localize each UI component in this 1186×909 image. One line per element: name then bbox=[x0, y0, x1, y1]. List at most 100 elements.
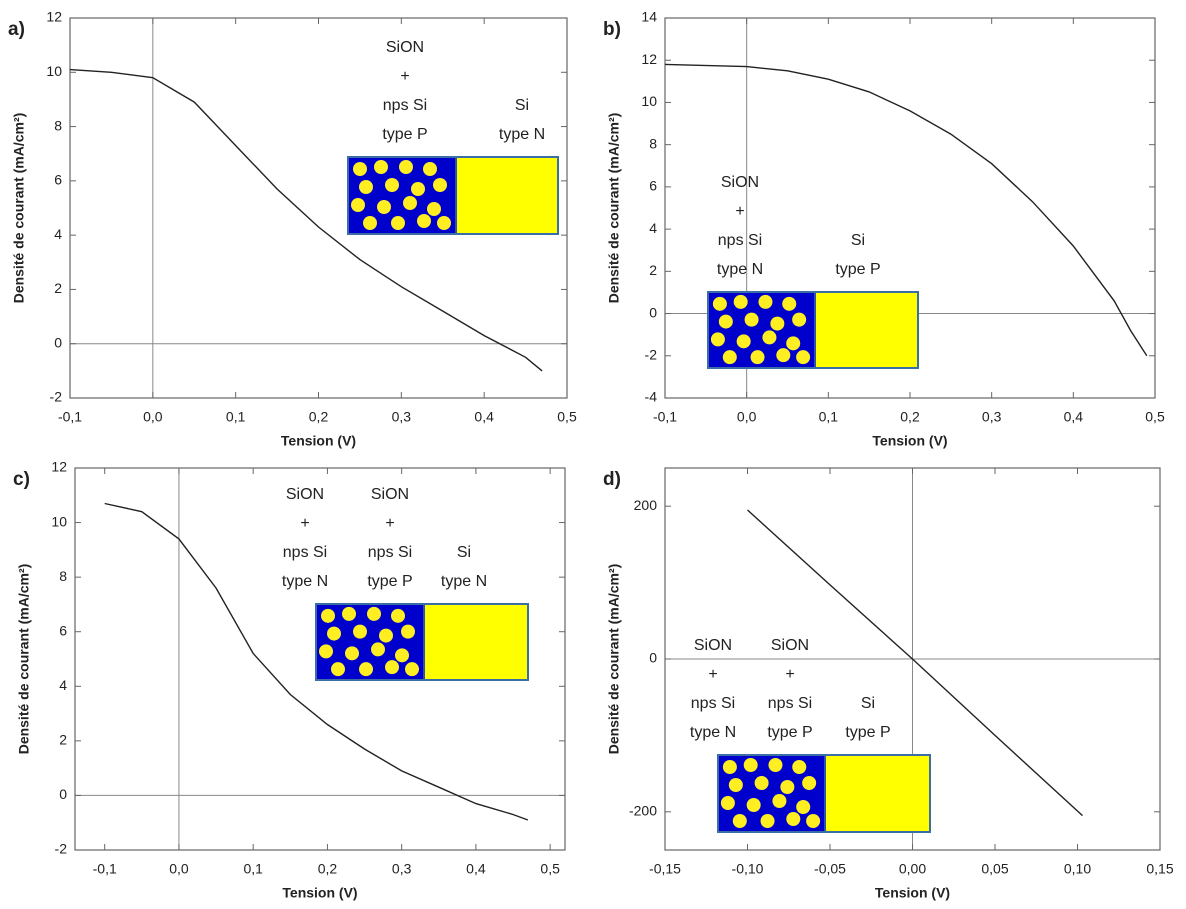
nanoparticle bbox=[385, 660, 399, 675]
x-tick-label: -0,15 bbox=[649, 861, 681, 877]
panel-label: b) bbox=[603, 19, 621, 40]
y-tick-label: 0 bbox=[649, 650, 657, 666]
nanoparticle bbox=[792, 760, 807, 774]
nanoparticle bbox=[732, 814, 747, 828]
inset-label: + bbox=[400, 68, 409, 85]
inset-label: type N bbox=[282, 573, 328, 590]
inset-label: + bbox=[708, 666, 717, 683]
x-tick-label: -0,10 bbox=[732, 861, 764, 877]
x-tick-label: 0,5 bbox=[540, 861, 560, 877]
y-tick-label: 12 bbox=[641, 51, 657, 67]
y-tick-label: 4 bbox=[54, 226, 62, 242]
x-tick-label: 0,10 bbox=[1064, 861, 1091, 877]
inset-label: nps Si bbox=[691, 695, 735, 712]
y-tick-label: 0 bbox=[649, 304, 657, 320]
nanoparticle bbox=[359, 662, 373, 677]
nanoparticle bbox=[786, 812, 801, 826]
y-tick-label: 10 bbox=[46, 63, 62, 79]
inset-label: type P bbox=[767, 724, 812, 741]
nanoparticle bbox=[762, 330, 777, 345]
nanoparticle bbox=[760, 814, 775, 828]
y-tick-label: 10 bbox=[51, 513, 67, 529]
nanoparticle bbox=[433, 178, 447, 192]
nanoparticle bbox=[342, 606, 356, 621]
y-tick-label: -4 bbox=[645, 389, 658, 405]
inset-label: Si bbox=[861, 695, 875, 712]
x-tick-label: 0,3 bbox=[982, 409, 1002, 425]
nanoparticle bbox=[331, 662, 345, 677]
nanoparticle bbox=[792, 312, 807, 327]
nanoparticle bbox=[367, 606, 381, 621]
inset-label: nps Si bbox=[768, 695, 812, 712]
inset-label: Si bbox=[851, 232, 865, 249]
inset-label: SiON bbox=[721, 174, 759, 191]
nanoparticle bbox=[770, 316, 785, 331]
inset-label: + bbox=[385, 515, 394, 532]
x-axis-label: Tension (V) bbox=[282, 885, 357, 901]
nanoparticle bbox=[722, 350, 737, 365]
nanoparticle bbox=[754, 776, 769, 790]
inset-label: SiON bbox=[286, 486, 324, 503]
data-line bbox=[664, 63, 1148, 357]
x-tick-label: -0,1 bbox=[58, 409, 82, 425]
inset-label: type N bbox=[690, 724, 736, 741]
data-line bbox=[69, 68, 543, 372]
nanoparticle bbox=[786, 336, 801, 351]
nanoparticle bbox=[423, 162, 437, 176]
nanoparticle bbox=[796, 800, 811, 814]
y-tick-label: 4 bbox=[649, 220, 657, 236]
nanoparticle bbox=[401, 624, 415, 639]
y-tick-label: 2 bbox=[649, 262, 657, 278]
nanoparticle bbox=[321, 608, 335, 623]
nanoparticle bbox=[391, 216, 405, 230]
nanoparticle bbox=[437, 216, 451, 230]
nanoparticle bbox=[351, 198, 365, 212]
nanoparticle bbox=[377, 200, 391, 214]
x-tick-label: 0,15 bbox=[1146, 861, 1173, 877]
panel-label: a) bbox=[8, 19, 25, 40]
nanoparticle bbox=[744, 312, 759, 327]
x-tick-label: 0,5 bbox=[1145, 409, 1165, 425]
inset-label: type P bbox=[835, 261, 880, 278]
nanoparticle bbox=[417, 214, 431, 228]
x-tick-label: 0,00 bbox=[899, 861, 926, 877]
data-line bbox=[104, 502, 529, 821]
y-tick-label: 14 bbox=[641, 9, 657, 25]
inset-label: SiON bbox=[771, 637, 809, 654]
panel-label: d) bbox=[603, 469, 621, 490]
y-tick-label: 10 bbox=[641, 93, 657, 109]
inset-label: type P bbox=[845, 724, 890, 741]
nanoparticle bbox=[768, 758, 783, 772]
x-tick-label: 0,0 bbox=[143, 409, 163, 425]
nanoparticle bbox=[345, 646, 359, 661]
x-tick-label: 0,5 bbox=[557, 409, 577, 425]
nanoparticle bbox=[802, 776, 817, 790]
nanoparticle bbox=[718, 314, 733, 329]
nanoparticle bbox=[379, 628, 393, 643]
inset-label: + bbox=[785, 666, 794, 683]
nanoparticle bbox=[722, 760, 737, 774]
y-tick-label: -2 bbox=[55, 841, 68, 857]
y-tick-label: 12 bbox=[46, 9, 62, 25]
x-tick-label: -0,05 bbox=[814, 861, 846, 877]
x-tick-label: -0,1 bbox=[93, 861, 117, 877]
y-tick-label: 0 bbox=[54, 334, 62, 350]
x-tick-label: 0,2 bbox=[900, 409, 920, 425]
inset-label: type N bbox=[499, 126, 545, 143]
inset-label: SiON bbox=[371, 486, 409, 503]
nanoparticle bbox=[806, 814, 821, 828]
inset-label: + bbox=[735, 203, 744, 220]
y-tick-label: 6 bbox=[649, 178, 657, 194]
x-tick-label: 0,2 bbox=[309, 409, 329, 425]
y-tick-label: 0 bbox=[59, 786, 67, 802]
nanoparticle bbox=[733, 294, 748, 309]
nanoparticle bbox=[403, 196, 417, 210]
y-tick-label: 4 bbox=[59, 677, 67, 693]
y-tick-label: -2 bbox=[645, 346, 658, 362]
nanoparticle bbox=[780, 780, 795, 794]
panel-label: c) bbox=[13, 469, 30, 490]
x-tick-label: 0,4 bbox=[1064, 409, 1084, 425]
x-axis-label: Tension (V) bbox=[875, 885, 950, 901]
x-tick-label: 0,1 bbox=[819, 409, 839, 425]
x-tick-label: 0,3 bbox=[392, 861, 412, 877]
